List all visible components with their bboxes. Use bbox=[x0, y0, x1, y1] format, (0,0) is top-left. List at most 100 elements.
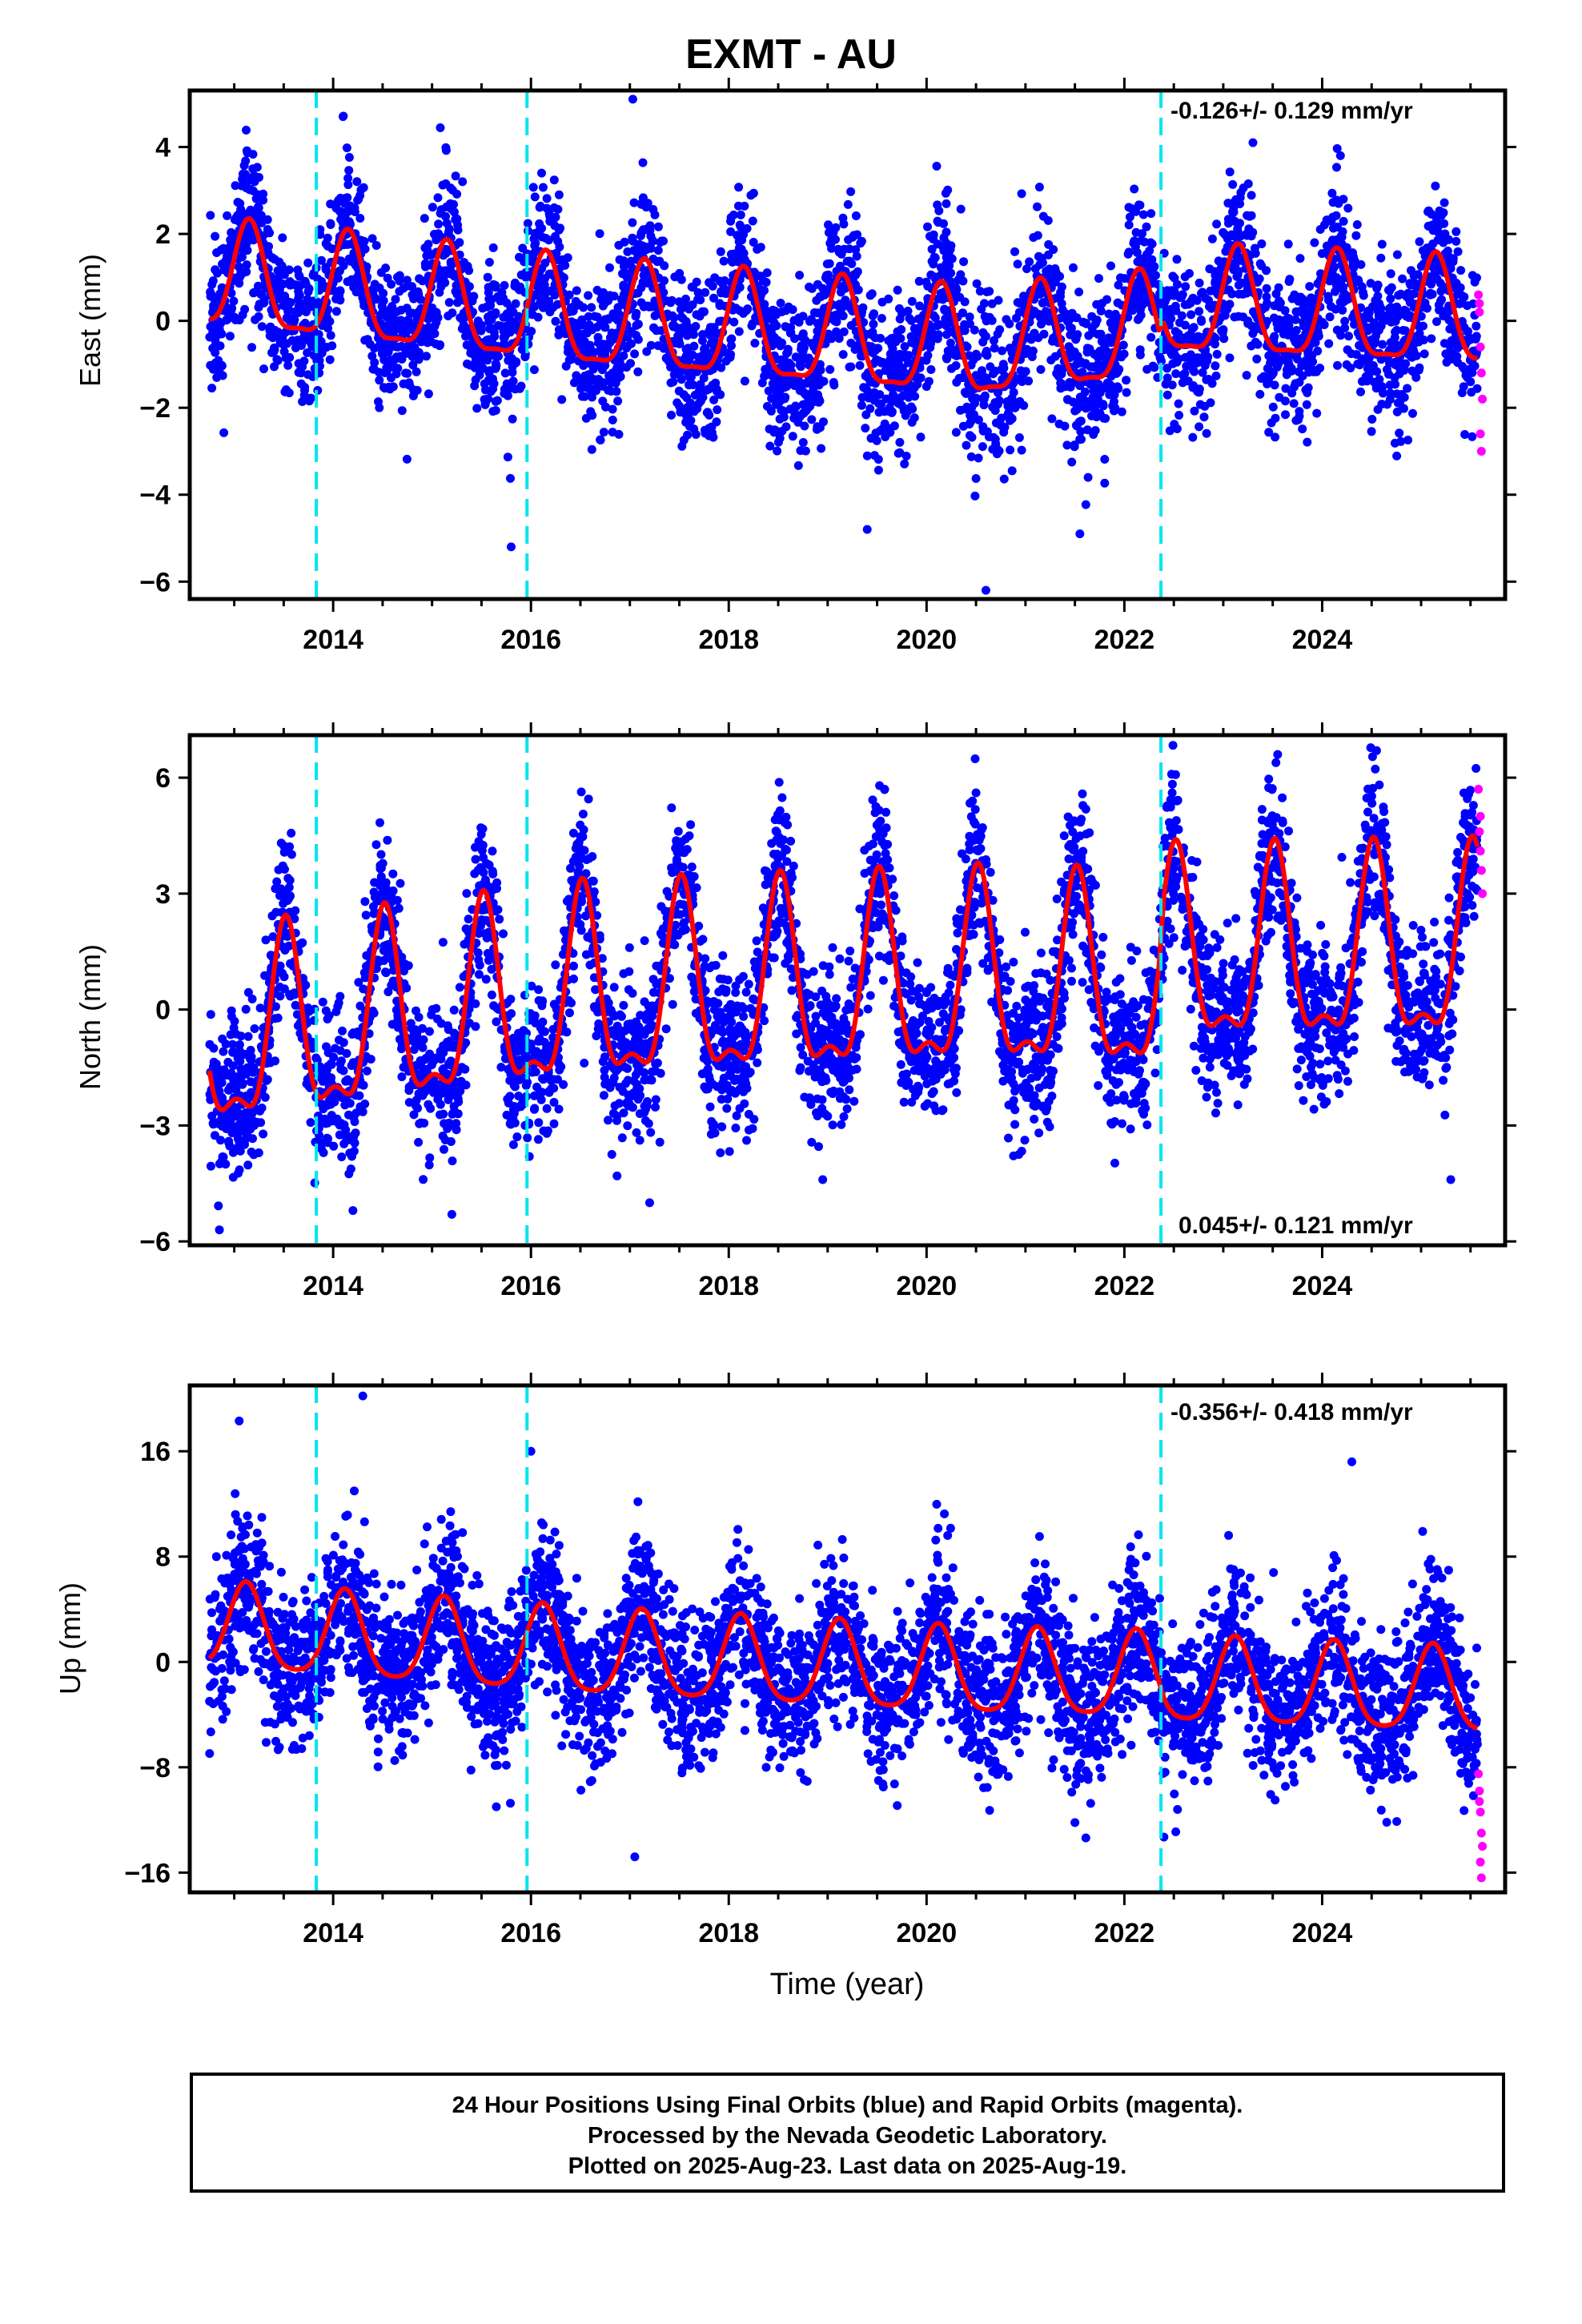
east-final-point bbox=[786, 328, 796, 337]
east-final-point bbox=[966, 411, 975, 420]
east-final-point bbox=[1100, 478, 1110, 488]
east-final-point bbox=[456, 313, 465, 323]
east-final-point bbox=[327, 341, 337, 351]
east-final-point bbox=[1050, 264, 1060, 273]
east-y-tick-label: −4 bbox=[139, 480, 171, 511]
east-final-point bbox=[1211, 361, 1220, 371]
east-final-point bbox=[1198, 368, 1207, 377]
east-final-point bbox=[391, 320, 400, 329]
east-final-point bbox=[1205, 264, 1215, 274]
east-final-point bbox=[242, 260, 251, 270]
east-final-point bbox=[554, 190, 564, 199]
east-final-point bbox=[819, 417, 828, 427]
east-final-point bbox=[247, 174, 257, 183]
east-final-point bbox=[901, 452, 911, 460]
east-final-point bbox=[308, 271, 318, 280]
east-final-point bbox=[444, 298, 454, 308]
east-final-point bbox=[914, 276, 924, 286]
east-final-point bbox=[1239, 312, 1248, 322]
east-final-point bbox=[1453, 358, 1463, 368]
east-final-point bbox=[385, 384, 395, 394]
east-final-point bbox=[1452, 227, 1461, 236]
east-final-point bbox=[1419, 321, 1427, 331]
east-final-point bbox=[825, 364, 835, 374]
east-final-point bbox=[1146, 209, 1156, 219]
east-final-point bbox=[1070, 440, 1079, 450]
east-final-point bbox=[1333, 360, 1342, 370]
east-final-point bbox=[500, 324, 510, 333]
east-final-point bbox=[528, 254, 537, 263]
east-final-point bbox=[1202, 428, 1211, 438]
east-final-point bbox=[1102, 295, 1111, 304]
east-final-point bbox=[1331, 304, 1340, 314]
east-final-point bbox=[1004, 408, 1013, 418]
east-final-point bbox=[800, 421, 809, 431]
east-final-point bbox=[1272, 363, 1282, 372]
east-final-point bbox=[544, 235, 553, 245]
east-final-point bbox=[295, 271, 304, 281]
east-final-point bbox=[697, 393, 705, 403]
east-final-point bbox=[703, 408, 713, 417]
east-final-point bbox=[974, 453, 983, 463]
east-final-point bbox=[978, 328, 988, 337]
east-final-point bbox=[1050, 352, 1060, 361]
east-final-point bbox=[1437, 295, 1447, 304]
east-final-point bbox=[1468, 432, 1477, 441]
north-final-point bbox=[569, 961, 578, 971]
east-final-point bbox=[1303, 349, 1313, 359]
east-final-point bbox=[540, 259, 550, 267]
east-final-point bbox=[734, 327, 744, 336]
east-final-point bbox=[930, 253, 940, 263]
east-final-point bbox=[765, 441, 775, 451]
east-final-point bbox=[943, 274, 953, 283]
east-final-point bbox=[1331, 211, 1341, 220]
east-final-point bbox=[1225, 353, 1235, 363]
east-final-point bbox=[211, 335, 220, 344]
east-final-point bbox=[1225, 167, 1235, 177]
east-final-point bbox=[1142, 364, 1152, 374]
east-final-point bbox=[727, 341, 736, 351]
north-final-point bbox=[1223, 919, 1232, 928]
east-final-point bbox=[275, 338, 285, 348]
east-final-point bbox=[242, 239, 251, 249]
east-final-point bbox=[1074, 287, 1084, 297]
east-final-point bbox=[1033, 202, 1042, 211]
east-final-point bbox=[241, 156, 251, 166]
east-final-point bbox=[355, 214, 365, 223]
east-final-point bbox=[903, 306, 913, 316]
east-final-point bbox=[649, 323, 658, 332]
north-final-point bbox=[1423, 1020, 1433, 1030]
east-final-point bbox=[851, 271, 861, 279]
east-final-point bbox=[555, 242, 564, 251]
east-final-point bbox=[1006, 445, 1015, 455]
east-final-point bbox=[1262, 292, 1271, 302]
east-final-point bbox=[998, 346, 1007, 356]
east-final-point bbox=[1039, 329, 1049, 339]
east-final-point bbox=[1252, 354, 1262, 364]
east-final-point bbox=[1130, 184, 1139, 194]
east-final-point bbox=[971, 349, 981, 359]
east-final-point bbox=[669, 370, 679, 380]
east-final-point bbox=[1302, 400, 1311, 409]
east-final-point bbox=[978, 394, 987, 404]
east-final-point bbox=[1178, 290, 1187, 300]
east-final-point bbox=[1171, 306, 1181, 316]
east-final-point bbox=[623, 341, 632, 351]
east-final-point bbox=[1094, 274, 1103, 283]
east-final-point bbox=[1006, 400, 1015, 408]
east-final-point bbox=[446, 259, 456, 268]
east-final-point bbox=[1204, 296, 1213, 305]
east-final-point bbox=[729, 317, 739, 327]
east-final-point bbox=[609, 292, 619, 301]
east-rapid-point bbox=[1475, 299, 1484, 308]
east-final-point bbox=[1403, 349, 1413, 359]
east-final-point bbox=[942, 227, 951, 237]
east-final-point bbox=[1392, 250, 1402, 259]
east-final-point bbox=[1324, 339, 1334, 348]
east-final-point bbox=[235, 208, 245, 218]
east-final-point bbox=[433, 193, 443, 203]
east-final-point bbox=[484, 317, 494, 326]
east-final-point bbox=[642, 347, 652, 356]
east-final-point bbox=[646, 340, 656, 350]
east-final-point bbox=[693, 295, 702, 304]
